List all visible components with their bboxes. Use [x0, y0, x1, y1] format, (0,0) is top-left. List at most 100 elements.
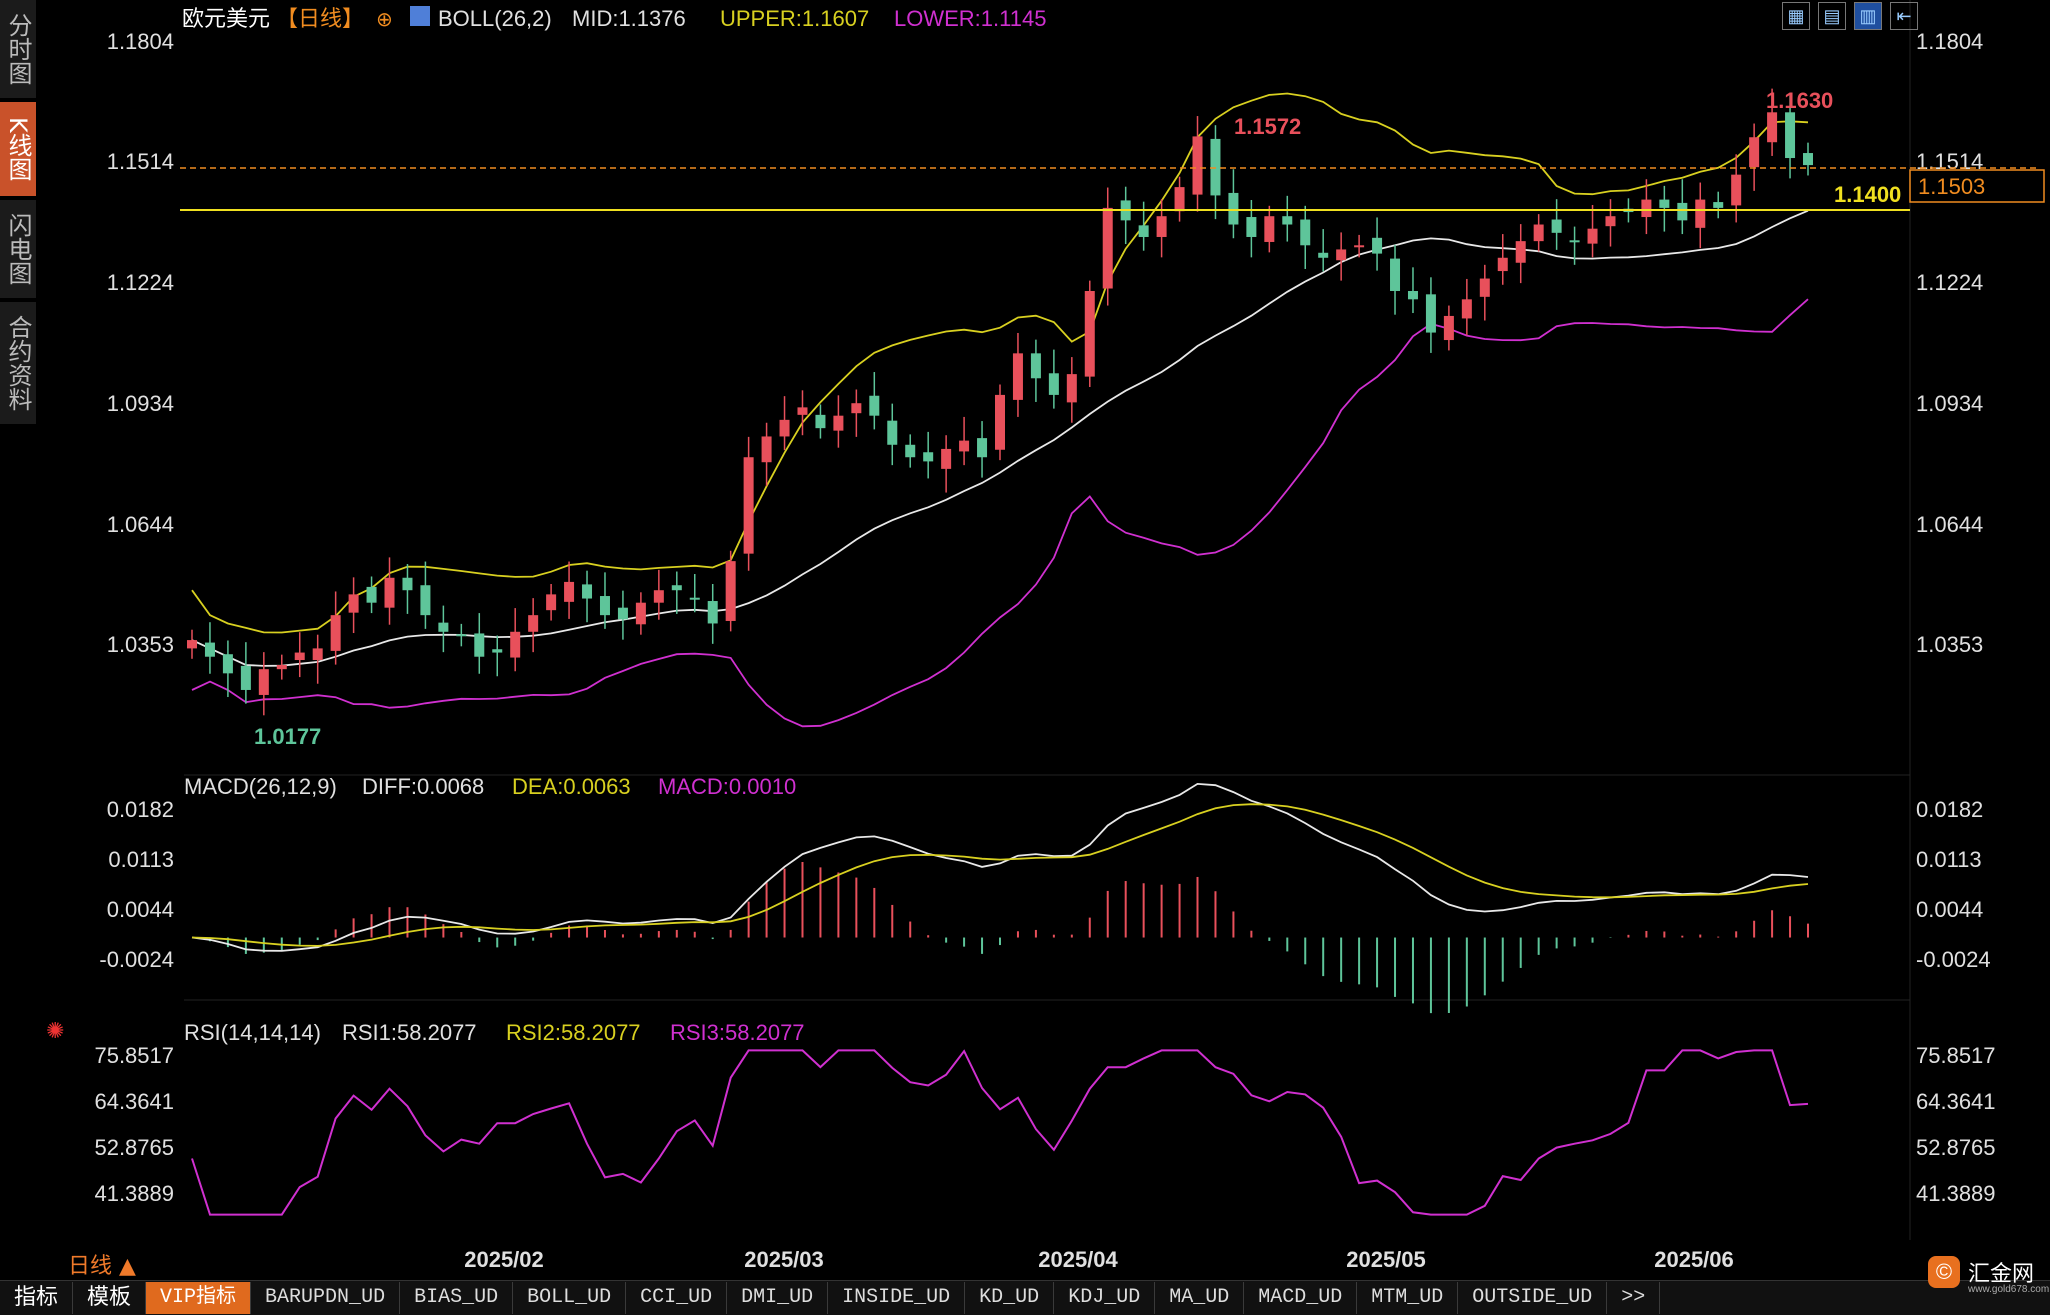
candle-body	[510, 631, 521, 658]
macd-diff-value: DIFF:0.0068	[362, 774, 484, 799]
candle-body	[1695, 199, 1706, 228]
y-tick: 1.0353	[107, 632, 174, 657]
candle-body	[187, 640, 197, 649]
candle-body	[564, 581, 575, 602]
indicator-tab[interactable]: BOLL_UD	[513, 1282, 627, 1314]
candle-body	[851, 403, 862, 414]
boll-label: BOLL(26,2)	[438, 6, 552, 31]
rsi-y-axis-right: 75.8517 64.3641 52.8765 41.3889	[1916, 1043, 1996, 1206]
candle-body	[1264, 216, 1275, 242]
boll-icon	[410, 6, 430, 26]
kline-chart[interactable]: 欧元美元 【日线】 ⊕ BOLL(26,2) MID:1.1376 UPPER:…	[0, 0, 2050, 1280]
indicator-tab[interactable]: BARUPDN_UD	[251, 1282, 401, 1314]
candle-body	[1803, 153, 1813, 166]
y-tick: 75.8517	[94, 1043, 174, 1068]
indicator-tab[interactable]: MTM_UD	[1357, 1282, 1459, 1314]
candle-body	[1336, 249, 1347, 261]
candle-body	[1443, 315, 1454, 341]
y-tick: 1.1224	[1916, 270, 1983, 295]
price-y-axis-right: 1.1804 1.1514 1.1224 1.0934 1.0644 1.035…	[1916, 29, 1983, 657]
candle-body	[869, 395, 880, 416]
indicator-tab[interactable]: CCI_UD	[626, 1282, 728, 1314]
y-tick: 41.3889	[94, 1181, 174, 1206]
indicator-tab[interactable]: >>	[1607, 1282, 1661, 1314]
candle-body	[222, 654, 233, 674]
tab-contract-info[interactable]: 合约资料	[0, 302, 36, 426]
candle-body	[923, 452, 934, 462]
grid-icon[interactable]: ▦	[1782, 2, 1810, 30]
candle-body	[582, 584, 593, 599]
candle-body	[1156, 216, 1167, 237]
candle-body	[474, 633, 485, 657]
chart-type-icon[interactable]: ▥	[1854, 2, 1882, 30]
candle-body	[1425, 294, 1436, 333]
y-tick: 0.0113	[1916, 847, 1982, 872]
indicator-tab[interactable]: KDJ_UD	[1054, 1282, 1156, 1314]
tab-label: 合约资料	[4, 315, 32, 411]
logo-name: 汇金网	[1968, 1262, 2035, 1287]
y-tick: 1.0644	[1916, 512, 1983, 537]
brand-logo: © 汇金网 www.gold678.com	[1928, 1256, 2049, 1295]
indicator-tab[interactable]: DMI_UD	[727, 1282, 829, 1314]
indicator-tab[interactable]: 模板	[73, 1282, 147, 1314]
candle-body	[384, 577, 395, 608]
indicator-tab[interactable]: BIAS_UD	[400, 1282, 514, 1314]
indicator-tab[interactable]: MACD_UD	[1244, 1282, 1358, 1314]
candle-body	[1785, 112, 1796, 159]
candle-body	[617, 607, 628, 620]
indicator-tab[interactable]: 指标	[0, 1282, 74, 1314]
candle-body	[546, 594, 557, 611]
rsi-y-axis-left: 75.8517 64.3641 52.8765 41.3889	[94, 1043, 174, 1206]
y-tick: 1.0934	[1916, 391, 1983, 416]
period-label[interactable]: 【日线】	[276, 7, 364, 32]
candle-body	[1174, 187, 1185, 212]
mid-high-label: 1.1572	[1234, 114, 1301, 139]
indicator-tab[interactable]: VIP指标	[146, 1282, 252, 1314]
rsi1-value: RSI1:58.2077	[342, 1020, 477, 1045]
macd-diff-line	[191, 782, 1809, 952]
candle-body	[348, 594, 359, 613]
y-tick: 52.8765	[94, 1135, 174, 1160]
y-tick: 0.0182	[107, 797, 174, 822]
candle-body	[1084, 291, 1095, 377]
add-indicator-icon[interactable]: ⊕	[376, 7, 393, 31]
macd-y-axis-right: 0.0182 0.0113 0.0044 -0.0024	[1916, 797, 1991, 972]
indicator-tab[interactable]: MA_UD	[1155, 1282, 1245, 1314]
candle-body	[294, 652, 305, 661]
tab-kline[interactable]: K线图	[0, 102, 36, 198]
symbol-name: 欧元美元	[182, 7, 270, 32]
high-label: 1.1630	[1766, 88, 1833, 113]
tab-time-share[interactable]: 分时图	[0, 0, 36, 100]
boll-upper-line	[191, 92, 1809, 634]
candle-body	[635, 602, 646, 625]
candlestick-series	[187, 88, 1813, 716]
current-price-box	[1909, 169, 2045, 203]
candle-body	[456, 634, 467, 637]
tab-label: 闪电图	[4, 213, 32, 285]
candle-body	[1102, 207, 1113, 289]
chart-toolbar: ▦ ▤ ▥ ⇤	[1782, 2, 1918, 30]
macd-y-axis-left: 0.0182 0.0113 0.0044 -0.0024	[99, 797, 174, 972]
indicator-tab[interactable]: KD_UD	[965, 1282, 1055, 1314]
candle-body	[1138, 225, 1149, 237]
x-tick: 2025/05	[1346, 1247, 1426, 1272]
rsi-settings-icon[interactable]: ✺	[46, 1018, 65, 1043]
chart-layout-icon[interactable]: ▤	[1818, 2, 1846, 30]
indicator-tab[interactable]: INSIDE_UD	[828, 1282, 966, 1314]
arrow-icon[interactable]: ⇤	[1890, 2, 1918, 30]
y-tick: -0.0024	[99, 947, 174, 972]
candle-body	[1300, 219, 1311, 246]
period-selector[interactable]: 日线 ▲	[68, 1254, 136, 1279]
candle-body	[1228, 192, 1239, 225]
x-tick: 2025/04	[1038, 1247, 1118, 1272]
candle-body	[204, 642, 215, 657]
candle-body	[1066, 374, 1077, 403]
candle-body	[1390, 258, 1401, 292]
tab-label: K线图	[4, 117, 32, 181]
tab-label: 分时图	[4, 13, 32, 85]
tab-flash-chart[interactable]: 闪电图	[0, 200, 36, 300]
boll-lower-line	[191, 298, 1809, 728]
y-tick: 1.1804	[107, 29, 174, 54]
indicator-tab[interactable]: OUTSIDE_UD	[1458, 1282, 1608, 1314]
candle-body	[1192, 136, 1203, 195]
